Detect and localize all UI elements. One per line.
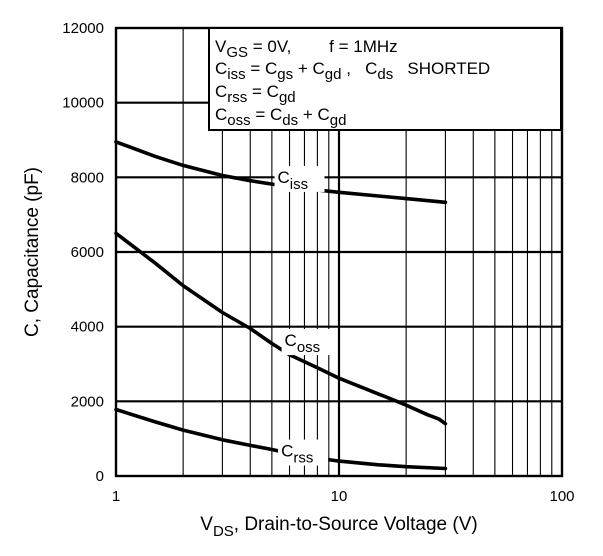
curve-label-sub: oss: [297, 339, 320, 356]
annotation-text: = C: [251, 105, 283, 124]
series-ciss-label: Ciss: [278, 168, 309, 193]
y-tick-label: 6000: [71, 244, 104, 261]
annotation-text: + C: [293, 59, 325, 78]
curve-label-background: [274, 165, 325, 192]
annotation-text: C: [215, 82, 227, 101]
annotation-subscript: ds: [282, 112, 298, 129]
y-tick-label: 10000: [62, 95, 104, 112]
curve-label-main: C: [285, 331, 297, 350]
annotation-text: C: [215, 105, 227, 124]
x-axis-label-rest: , Drain-to-Source Voltage (V): [234, 514, 478, 535]
annotation-text: = C: [246, 59, 278, 78]
annotation-subscript: ds: [377, 66, 393, 83]
annotation-text: + C: [298, 105, 330, 124]
annotation-line: Ciss = Cgs + Cgd , Cds SHORTED: [215, 59, 490, 83]
annotation-line: Crss = Cgd: [215, 82, 296, 106]
y-tick-label: 2000: [71, 393, 104, 410]
curve-label-background: [281, 329, 332, 356]
y-tick-label: 4000: [71, 319, 104, 336]
annotation-subscript: oss: [227, 112, 250, 129]
curve-label-main: C: [281, 442, 293, 461]
x-axis-label-main: V: [200, 514, 213, 535]
x-axis-label-sub: DS: [213, 523, 234, 540]
curve-label-main: C: [278, 168, 290, 187]
annotation-text: , C: [341, 59, 377, 78]
annotation-line: Coss = Cds + Cgd: [215, 105, 346, 129]
annotation-text: C: [215, 59, 227, 78]
curve-label-sub: rss: [293, 450, 313, 467]
annotation-subscript: gd: [279, 89, 296, 106]
y-tick-label: 8000: [71, 169, 104, 186]
series-coss-line: [114, 231, 448, 426]
annotation-subscript: gd: [330, 112, 347, 129]
x-tick-label: 100: [549, 488, 574, 505]
annotation-subscript: rss: [227, 89, 247, 106]
annotation-text: SHORTED: [393, 59, 490, 78]
curve-label-background: [278, 439, 329, 466]
y-tick-label: 12000: [62, 20, 104, 37]
series-coss-label: Coss: [285, 331, 321, 356]
annotation-text: = C: [247, 82, 279, 101]
y-axis-label: C, Capacitance (pF): [22, 167, 43, 337]
x-tick-label: 10: [331, 488, 348, 505]
y-tick-label: 0: [96, 468, 104, 485]
annotation-subscript: iss: [227, 66, 245, 83]
annotation-background: [208, 27, 562, 131]
annotation-subscript: GS: [226, 44, 248, 61]
series-crss-label: Crss: [281, 442, 313, 467]
axis-labels: C, Capacitance (pF) VDS, Drain-to-Source …: [22, 167, 478, 540]
tick-labels: 0 2000 4000 6000 8000 10000 12000 1 10 100: [62, 20, 574, 505]
curve-label-sub: iss: [290, 176, 308, 193]
annotation-line: VGS = 0V, f = 1MHz: [215, 37, 398, 61]
annotation-text: V: [215, 37, 227, 56]
annotation-subscript: gd: [325, 66, 342, 83]
x-tick-label: 1: [112, 488, 120, 505]
annotation-subscript: gs: [277, 66, 293, 83]
x-axis-label: VDS, Drain-to-Source Voltage (V): [200, 514, 477, 540]
annotation-text: = 0V, f = 1MHz: [248, 37, 398, 56]
